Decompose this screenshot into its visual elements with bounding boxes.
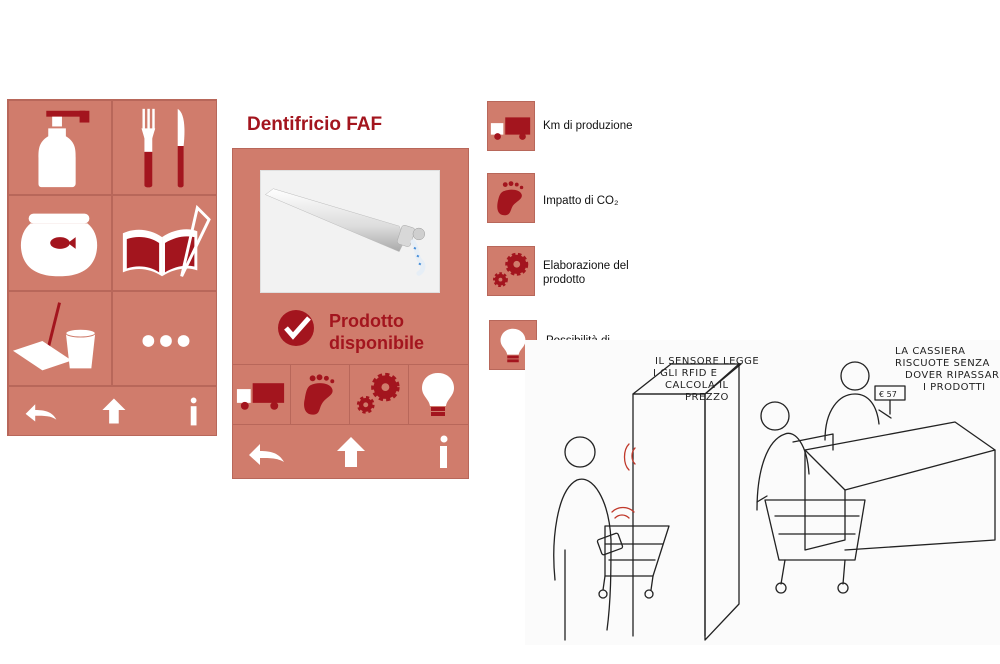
legend-footprint-box	[487, 173, 535, 223]
note-sensor-line1: IL SENSORE LEGGE	[655, 356, 759, 367]
truck-icon	[236, 383, 285, 410]
info-icon[interactable]	[440, 435, 448, 469]
note-cashier-line2: RISCUOTE SENZA	[895, 358, 990, 369]
fishbowl-icon	[20, 213, 98, 277]
availability-line2: disponibile	[329, 333, 425, 353]
back-arrow-icon[interactable]	[25, 404, 57, 422]
home-arrow-icon[interactable]	[337, 437, 365, 467]
category-books[interactable]	[112, 195, 217, 291]
more-icon	[142, 335, 190, 347]
footprint-icon	[497, 181, 524, 216]
home-arrow-icon[interactable]	[102, 398, 126, 424]
note-cashier-line4: I PRODOTTI	[923, 382, 986, 393]
note-cashier-line1: LA CASSIERA	[895, 346, 966, 357]
toothpaste-tube-illustration	[264, 188, 426, 276]
impact-km[interactable]	[233, 365, 291, 424]
lightbulb-icon	[422, 373, 454, 416]
display-value: € 57	[879, 390, 897, 399]
impact-bar	[233, 364, 468, 425]
note-sensor-line4: PREZZO	[685, 392, 729, 403]
impact-processing[interactable]	[350, 365, 409, 424]
category-pets[interactable]	[8, 195, 112, 291]
note-cashier-line3: DOVER RIPASSARE	[905, 370, 1000, 381]
mop-bucket-icon	[13, 302, 96, 371]
category-more[interactable]	[112, 291, 217, 386]
legend-processing-line1: Elaborazione del	[543, 260, 629, 272]
legend-gears-box	[487, 246, 535, 296]
note-sensor-line2: I GLI RFID E	[653, 368, 717, 379]
availability-status: Prodotto disponibile	[329, 310, 424, 354]
checkout-sketch: IL SENSORE LEGGE I GLI RFID E CALCOLA IL…	[525, 340, 1000, 645]
product-image	[260, 170, 440, 293]
category-soap[interactable]	[8, 100, 112, 195]
nav-icons-2	[249, 435, 448, 469]
availability-line1: Prodotto	[329, 311, 404, 331]
legend-truck-box	[487, 101, 535, 151]
checkmark-icon	[278, 310, 314, 346]
legend-km-label: Km di produzione	[543, 120, 633, 132]
footprint-icon	[304, 374, 335, 415]
bottom-nav-2	[233, 425, 468, 479]
lightbulb-icon	[500, 328, 526, 363]
category-panel	[7, 99, 217, 436]
gears-icon	[493, 252, 529, 288]
rfid-checkout-drawing: IL SENSORE LEGGE I GLI RFID E CALCOLA IL…	[553, 346, 1000, 641]
nav-icons	[25, 397, 197, 426]
legend-processing-label: Elaborazione del prodotto	[543, 259, 629, 287]
gears-icon	[356, 372, 400, 414]
bottom-nav	[8, 386, 217, 436]
category-food[interactable]	[112, 100, 217, 195]
legend-processing-line2: prodotto	[543, 274, 586, 286]
product-title: Dentifricio FAF	[247, 114, 383, 135]
impact-co2[interactable]	[291, 365, 350, 424]
legend-co2-label: Impatto di CO₂	[543, 195, 619, 207]
note-sensor-line3: CALCOLA IL	[665, 380, 729, 391]
back-arrow-icon[interactable]	[249, 444, 284, 465]
book-icon	[122, 204, 211, 277]
fork-knife-icon	[141, 108, 185, 188]
impact-labs[interactable]	[409, 365, 468, 424]
category-cleaning[interactable]	[8, 291, 112, 386]
soap-bottle-icon	[38, 110, 90, 188]
info-icon[interactable]	[190, 397, 197, 426]
truck-icon	[490, 117, 531, 140]
